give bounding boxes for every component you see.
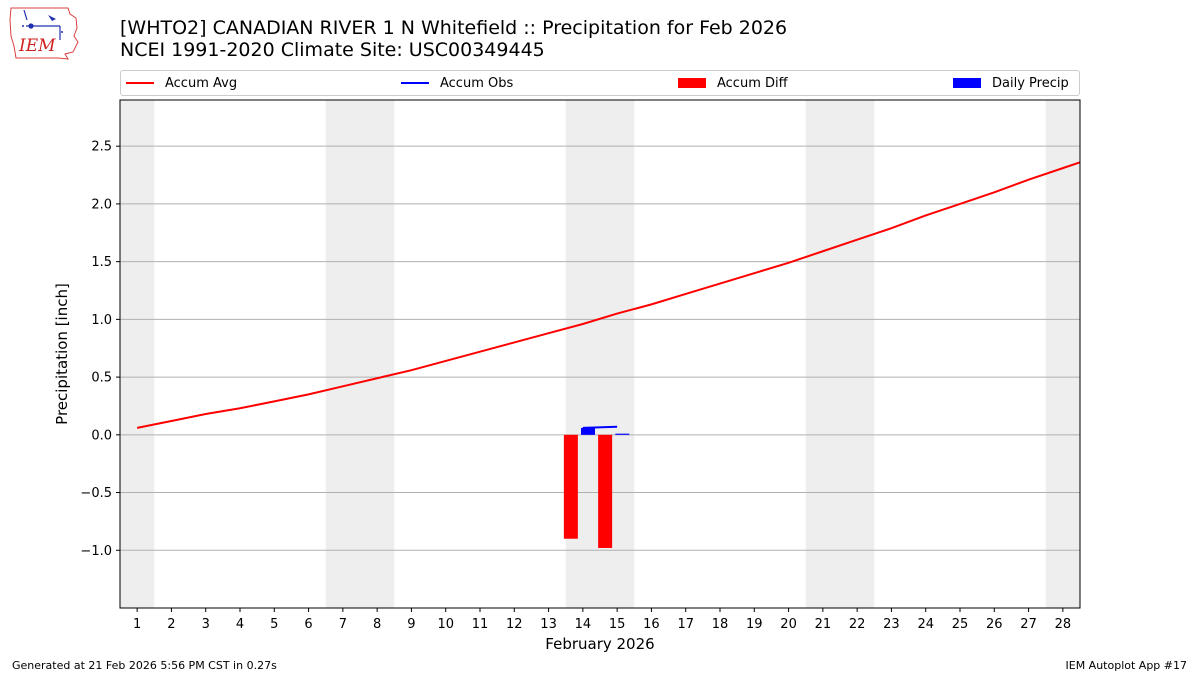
legend-item-accum-diff: Accum Diff — [678, 71, 788, 95]
x-tick-label: 22 — [849, 617, 866, 632]
x-tick-label: 26 — [986, 617, 1003, 632]
x-tick-label: 8 — [373, 617, 381, 632]
y-tick-label: −0.5 — [80, 486, 112, 501]
title-line-1: [WHTO2] CANADIAN RIVER 1 N Whitefield ::… — [120, 17, 788, 39]
weekend-band — [805, 100, 875, 608]
y-tick-label: 2.5 — [91, 140, 112, 155]
weekend-band — [1045, 100, 1080, 608]
y-tick-label: −1.0 — [80, 544, 112, 559]
legend-swatch-daily-precip — [953, 78, 981, 88]
x-tick-label: 13 — [540, 617, 557, 632]
x-tick-label: 6 — [304, 617, 312, 632]
x-tick-label: 27 — [1020, 617, 1037, 632]
x-tick-label: 7 — [339, 617, 347, 632]
legend-swatch-accum-avg — [126, 82, 154, 84]
daily-precip-bar — [581, 427, 595, 435]
chart-title: [WHTO2] CANADIAN RIVER 1 N Whitefield ::… — [120, 17, 787, 61]
x-tick-label: 15 — [609, 617, 626, 632]
x-tick-label: 10 — [437, 617, 454, 632]
x-tick-label: 25 — [952, 617, 969, 632]
x-tick-label: 3 — [202, 617, 210, 632]
x-tick-label: 18 — [712, 617, 729, 632]
app-label: IEM Autoplot App #17 — [1065, 659, 1188, 672]
x-tick-label: 20 — [780, 617, 797, 632]
x-tick-label: 14 — [575, 617, 592, 632]
chart-legend: Accum Avg Accum Obs Accum Diff Daily Pre… — [120, 70, 1080, 96]
accum-obs-line — [582, 425, 618, 429]
weekend-band — [325, 100, 395, 608]
legend-label-accum-avg: Accum Avg — [165, 75, 238, 91]
x-tick-label: 21 — [815, 617, 832, 632]
legend-item-daily-precip: Daily Precip — [953, 71, 1069, 95]
accum-diff-bar — [563, 434, 578, 539]
accum-diff-bar — [598, 434, 613, 548]
logo-text: IEM — [18, 36, 56, 56]
x-tick-label: 24 — [917, 617, 934, 632]
x-tick-label: 28 — [1055, 617, 1072, 632]
y-tick-label: 1.5 — [91, 255, 112, 270]
legend-swatch-accum-obs — [401, 82, 429, 84]
x-tick-label: 11 — [472, 617, 489, 632]
y-tick-label: 0.0 — [91, 428, 112, 443]
legend-item-accum-avg: Accum Avg — [126, 71, 237, 95]
x-tick-label: 2 — [167, 617, 175, 632]
x-tick-label: 12 — [506, 617, 523, 632]
legend-label-accum-obs: Accum Obs — [440, 75, 514, 91]
legend-swatch-accum-diff — [678, 78, 706, 88]
generated-timestamp: Generated at 21 Feb 2026 5:56 PM CST in … — [12, 659, 277, 672]
accum-avg-line — [136, 161, 1081, 429]
y-tick-label: 1.0 — [91, 313, 112, 328]
y-axis-label: Precipitation [inch] — [53, 283, 71, 425]
x-tick-label: 9 — [407, 617, 415, 632]
x-tick-label: 19 — [746, 617, 763, 632]
x-tick-label: 5 — [270, 617, 278, 632]
title-line-2: NCEI 1991-2020 Climate Site: USC00349445 — [120, 39, 545, 61]
x-tick-label: 23 — [883, 617, 900, 632]
x-axis-label: February 2026 — [545, 635, 654, 653]
daily-precip-bar — [615, 433, 630, 435]
x-tick-label: 4 — [236, 617, 244, 632]
x-tick-label: 16 — [643, 617, 660, 632]
legend-item-accum-obs: Accum Obs — [401, 71, 513, 95]
iem-logo-icon: IEM — [9, 7, 79, 60]
y-tick-label: 2.0 — [91, 197, 112, 212]
x-tick-label: 17 — [677, 617, 694, 632]
weekend-band — [120, 100, 155, 608]
y-tick-label: 0.5 — [91, 371, 112, 386]
legend-label-daily-precip: Daily Precip — [992, 75, 1069, 91]
x-tick-label: 1 — [133, 617, 141, 632]
legend-label-accum-diff: Accum Diff — [717, 75, 788, 91]
plot-frame — [119, 99, 1081, 609]
